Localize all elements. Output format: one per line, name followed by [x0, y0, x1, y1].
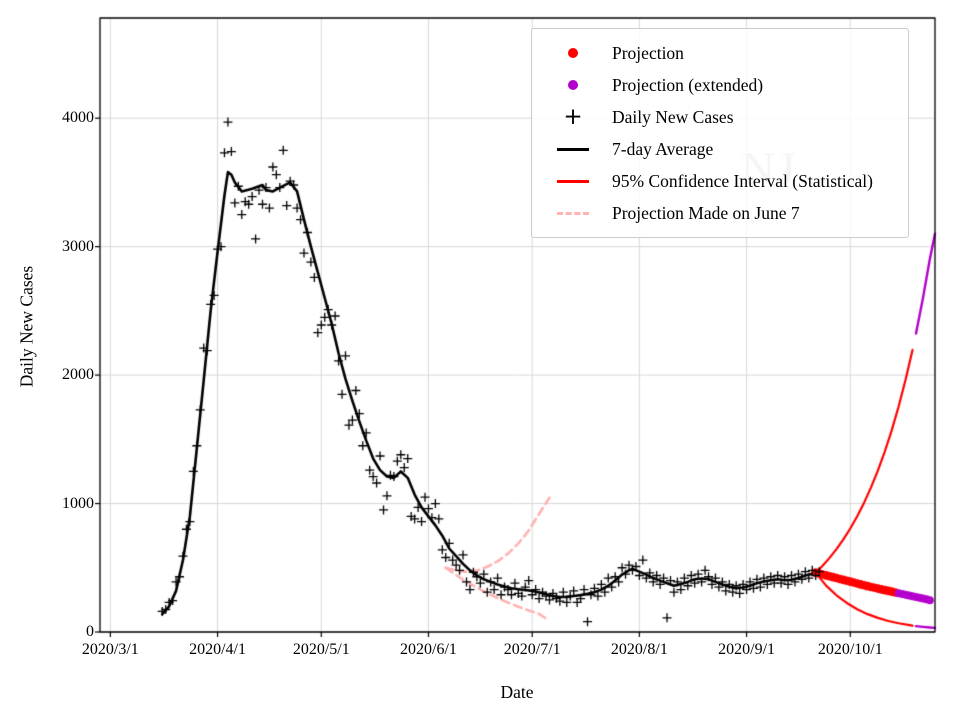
- x-tick-label: 2020/7/1: [503, 641, 561, 658]
- projection-extended-dot-icon: [544, 80, 602, 90]
- red-line-icon: [544, 179, 602, 183]
- plus-marker-icon: +: [563, 103, 583, 130]
- pink-dashed-line-icon: [544, 211, 602, 215]
- y-tick-label: 4000: [62, 109, 94, 127]
- legend-label: Daily New Cases: [612, 106, 734, 127]
- x-tick-label: 2020/3/1: [81, 641, 139, 658]
- legend-item-projection-extended: Projection (extended): [544, 69, 902, 101]
- legend-item-7-day-average: 7-day Average: [544, 133, 902, 165]
- x-tick-label: 2020/4/1: [189, 641, 246, 658]
- legend-label: Projection (extended): [612, 74, 764, 95]
- legend-item-june7-projection: Projection Made on June 7: [544, 197, 902, 229]
- legend: Projection Projection (extended) + Daily…: [531, 28, 909, 238]
- legend-label: 7-day Average: [612, 138, 714, 159]
- legend-label: Projection Made on June 7: [612, 202, 800, 223]
- x-tick-label: 2020/6/1: [400, 641, 457, 658]
- y-tick-label: 1000: [62, 494, 94, 512]
- x-tick-label: 2020/8/1: [610, 641, 668, 658]
- x-tick-label: 2020/9/1: [718, 641, 776, 658]
- legend-label: Projection: [612, 42, 684, 63]
- y-tick-label: 0: [86, 623, 94, 640]
- y-axis-label: Daily New Cases: [16, 265, 37, 388]
- legend-item-daily-new-cases: + Daily New Cases: [544, 101, 902, 133]
- x-tick-label: 2020/10/1: [817, 641, 883, 658]
- black-line-icon: [544, 147, 602, 151]
- x-axis-label: Date: [500, 682, 534, 702]
- legend-item-projection: Projection: [544, 37, 902, 69]
- y-tick-label: 2000: [62, 366, 94, 384]
- projection-dot-icon: [544, 48, 602, 58]
- legend-item-confidence-interval: 95% Confidence Interval (Statistical): [544, 165, 902, 197]
- legend-label: 95% Confidence Interval (Statistical): [612, 170, 873, 191]
- x-tick-label: 2020/5/1: [292, 641, 350, 658]
- y-tick-label: 3000: [62, 237, 94, 255]
